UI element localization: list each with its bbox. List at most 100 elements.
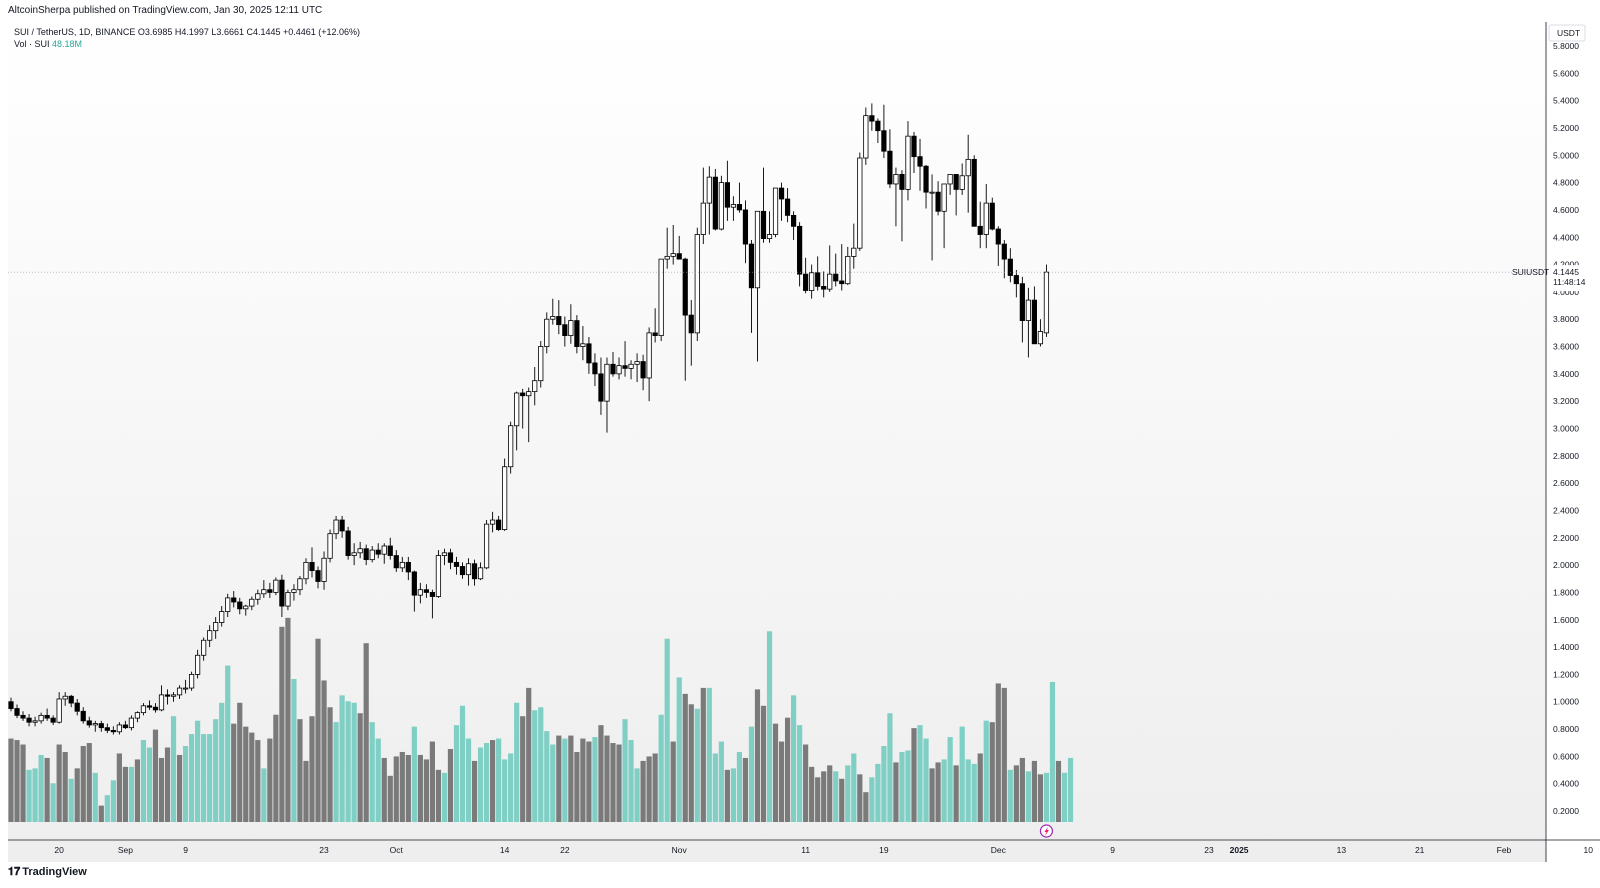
candle-body xyxy=(20,714,26,719)
volume-bar xyxy=(502,759,508,822)
volume-bar xyxy=(724,769,730,822)
candle-body xyxy=(724,182,730,208)
volume-bar xyxy=(237,702,243,822)
candle-body xyxy=(170,694,177,697)
price-axis[interactable]: 5.8000 5.6000 5.4000 5.2000 5.0000 4.8000 4.60… xyxy=(1512,22,1593,862)
candle-body xyxy=(134,712,141,719)
candle-body xyxy=(592,362,598,375)
volume-bar xyxy=(538,707,544,822)
volume-bar xyxy=(610,743,616,822)
volume-bar xyxy=(544,731,550,822)
candle-body xyxy=(550,316,556,320)
chart-area[interactable] xyxy=(8,22,1546,862)
candle-body xyxy=(857,157,863,249)
candle-body xyxy=(381,545,387,555)
volume-bar xyxy=(562,738,568,822)
time-tick-label: Nov xyxy=(672,845,688,855)
volume-bar xyxy=(754,689,761,822)
price-tick-label: 3.8000 xyxy=(1553,314,1579,324)
footer-brand: TradingView xyxy=(22,866,87,878)
volume-bar xyxy=(845,765,851,822)
price-tick-label: 2.6000 xyxy=(1553,478,1579,488)
volume-bar xyxy=(959,726,965,822)
candle-body xyxy=(273,579,279,593)
candle-body xyxy=(941,183,947,212)
candle-body xyxy=(1043,271,1050,334)
candle-body xyxy=(74,702,80,712)
candle-body xyxy=(351,552,357,556)
volume-bar xyxy=(676,677,682,822)
candle-body xyxy=(839,280,845,285)
volume-bar xyxy=(592,737,598,822)
candle-body xyxy=(791,214,797,227)
candle-body xyxy=(652,332,658,336)
candle-body xyxy=(640,361,646,379)
candle-body xyxy=(778,187,785,200)
time-axis[interactable]: 20 Sep 9 23 Oct 14 22 Nov 11 19 Dec 9 23 2025 13 21 Feb 1… xyxy=(8,839,1600,855)
volume-bar xyxy=(520,716,526,822)
volume-bar xyxy=(706,687,712,822)
candle-body xyxy=(827,273,833,290)
candle-body xyxy=(80,710,86,722)
volume-bar xyxy=(784,717,791,822)
candle-body xyxy=(423,589,429,593)
candle-body xyxy=(447,552,454,563)
time-tick-label: Feb xyxy=(1497,845,1512,855)
chart-legend: SUI / TetherUS, 1D, BINANCE O3.6985 H4.1… xyxy=(14,26,360,50)
price-tick-label: 3.0000 xyxy=(1553,424,1579,434)
candle-body xyxy=(303,561,309,580)
candle-body xyxy=(712,176,718,230)
tradingview-footer[interactable]: 𝟏𝟕 TradingView xyxy=(8,866,87,879)
volume-bar xyxy=(170,716,177,822)
volume-bar xyxy=(953,765,959,822)
candle-body xyxy=(116,724,122,733)
time-tick-label: 10 xyxy=(1584,845,1594,855)
price-tick-label: 2.0000 xyxy=(1553,560,1579,570)
candle-body xyxy=(899,174,905,190)
volume-bar xyxy=(712,753,718,822)
currency-unit-box xyxy=(1548,24,1586,42)
tradingview-logo-icon: 𝟏𝟕 xyxy=(8,866,21,878)
candle-body xyxy=(128,717,134,729)
candlestick-chart[interactable]: 5.8000 5.6000 5.4000 5.2000 5.0000 4.8000 4.60… xyxy=(0,0,1600,862)
candle-body xyxy=(225,597,231,612)
volume-bar xyxy=(1043,772,1050,822)
candle-body xyxy=(700,202,706,235)
volume-bar xyxy=(80,746,86,822)
time-tick-label: 22 xyxy=(560,845,570,855)
time-tick-label: 20 xyxy=(54,845,64,855)
price-tick-label: 4.8000 xyxy=(1553,178,1579,188)
candle-body xyxy=(568,320,574,337)
candle-body xyxy=(604,363,610,402)
volume-bar xyxy=(941,759,947,822)
volume-legend-line: Vol · SUI 48.18M xyxy=(14,38,360,50)
volume-bar xyxy=(580,738,586,822)
volume-bar xyxy=(339,695,345,822)
candle-body xyxy=(122,724,128,729)
volume-bar xyxy=(321,680,327,822)
candle-body xyxy=(887,150,893,185)
candle-body xyxy=(682,258,688,316)
volume-bar xyxy=(1061,772,1068,822)
volume-bar xyxy=(14,740,20,822)
volume-bar xyxy=(1031,760,1037,822)
candle-body xyxy=(736,204,743,211)
volume-bar xyxy=(477,747,484,822)
candle-body xyxy=(86,720,92,726)
volume-bar xyxy=(670,741,676,822)
candle-body xyxy=(26,717,32,723)
volume-bar xyxy=(646,756,652,822)
volume-bar xyxy=(309,716,315,822)
volume-bar xyxy=(965,759,971,822)
price-tick-label: 1.0000 xyxy=(1553,697,1579,707)
volume-bar xyxy=(158,757,165,822)
candle-body xyxy=(158,694,165,711)
bar-countdown-label: 11:48:14 xyxy=(1553,277,1586,287)
candle-body xyxy=(1037,331,1044,345)
volume-bar xyxy=(297,719,303,822)
time-tick-label: Dec xyxy=(991,845,1007,855)
symbol-ohlc-line: SUI / TetherUS, 1D, BINANCE O3.6985 H4.1… xyxy=(14,27,361,37)
volume-bar xyxy=(429,741,435,822)
candle-body xyxy=(345,530,351,556)
candle-body xyxy=(285,592,291,607)
